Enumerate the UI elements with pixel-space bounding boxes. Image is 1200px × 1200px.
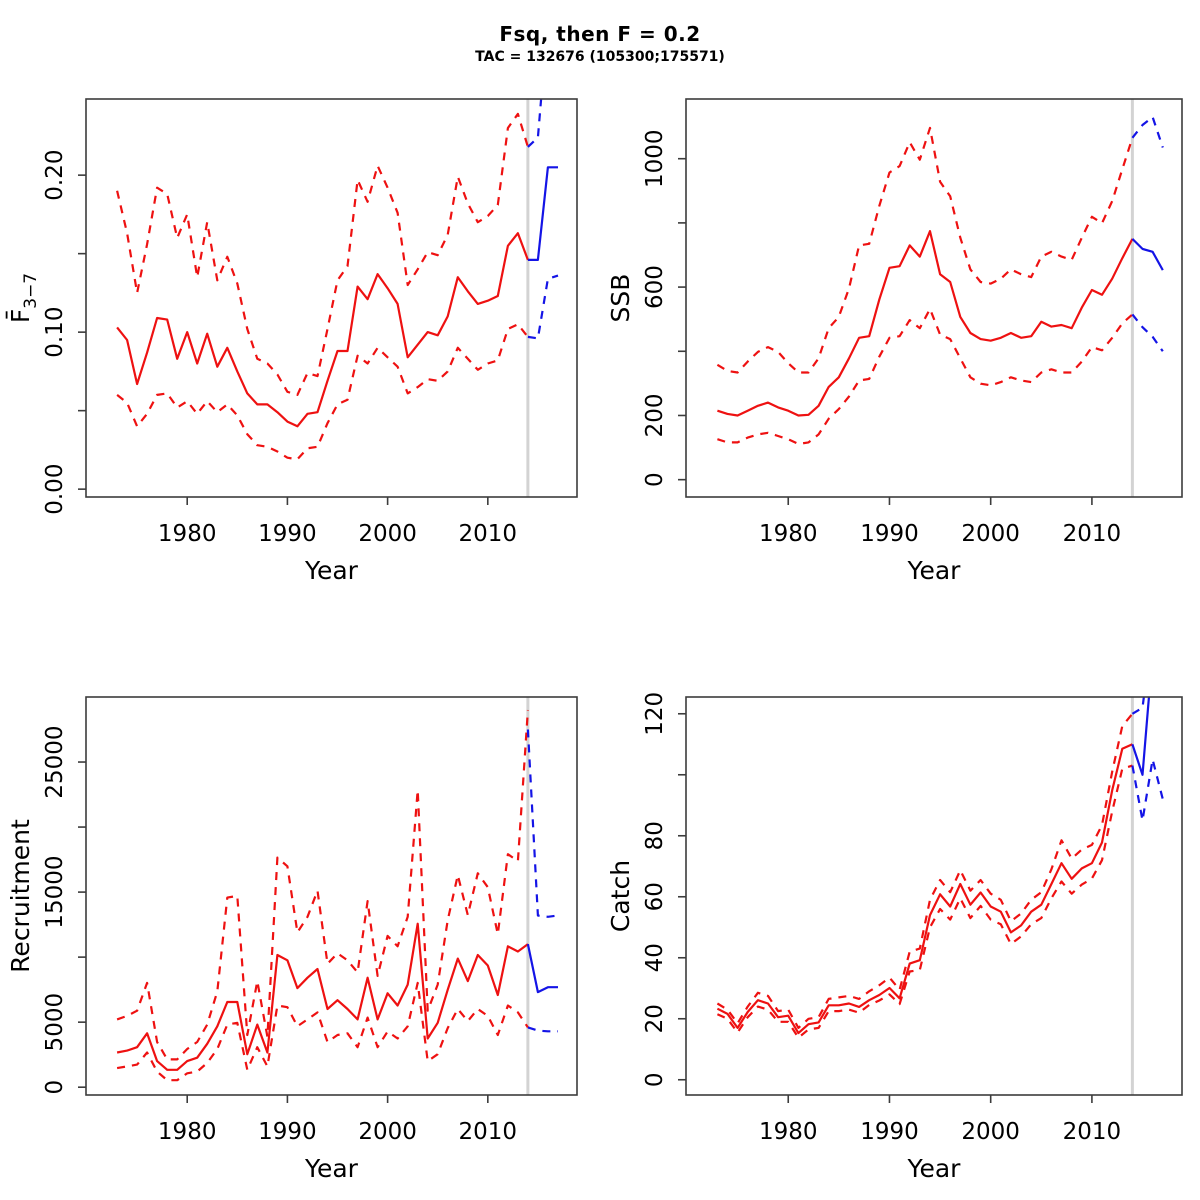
recruitment-y-axis-title: Recruitment: [6, 819, 35, 973]
fbar-y-axis-title: F̄3−7: [5, 273, 41, 323]
panel-catch: 1980 1990 2000 2010 0 20 40 60 80 120 Year Catch: [606, 692, 1183, 1183]
fbar-historic-lower-ci-line: [116, 323, 529, 461]
recruitment-x-tick-label: 1980: [158, 1119, 217, 1145]
ssb-x-tick-label: 1980: [759, 521, 818, 547]
recruitment-projection-upper-ci-line: [526, 729, 559, 918]
fbar-y-tick-label: 0.20: [42, 150, 68, 201]
recruitment-x-tick-label: 1990: [258, 1119, 317, 1145]
catch-y-tick-label: 120: [642, 692, 668, 736]
panel-fbar: 1980 1990 2000 2010 0.00 0.10 0.20 Year F̄3−7: [5, 98, 578, 585]
recruitment-y-tick-label: 0: [42, 1080, 68, 1095]
catch-historic-lower-ci-line: [716, 764, 1133, 1039]
figure-subtitle: TAC = 132676 (105300;175571): [475, 49, 725, 65]
catch-plot-frame: [685, 696, 1183, 1096]
fbar-x-axis-title: Year: [304, 556, 359, 585]
catch-y-tick-label: 80: [642, 821, 668, 850]
panel-ssb: 1980 1990 2000 2010 0 200 600 1000 Year SSB: [606, 98, 1183, 585]
catch-x-tick-label: 1990: [860, 1119, 919, 1145]
fbar-x-tick-label: 1990: [258, 521, 317, 547]
fbar-projection-lower-ci-line: [527, 274, 559, 340]
catch-x-axis-title: Year: [907, 1154, 962, 1183]
catch-projection-lower-ci-line: [1131, 758, 1164, 822]
ssb-x-tick-label: 2010: [1063, 521, 1122, 547]
fbar-historic-upper-ci-line: [116, 112, 529, 396]
ssb-y-tick-label: 1000: [642, 129, 668, 188]
fbar-historic-median-line: [116, 232, 529, 428]
catch-projection-upper-ci-line: [1131, 697, 1145, 715]
catch-y-tick-label: 0: [642, 1072, 668, 1087]
recruitment-projection-lower-ci-line: [527, 1026, 558, 1033]
ssb-x-tick-label: 2000: [961, 521, 1020, 547]
recruitment-x-tick-label: 2000: [358, 1119, 417, 1145]
catch-y-tick-label: 20: [642, 1004, 668, 1033]
catch-historic-upper-ci-line: [716, 713, 1134, 1030]
ssb-projection-median-line: [1131, 238, 1164, 271]
ssb-historic-lower-ci-line: [717, 307, 1134, 446]
fbar-projection-upper-ci-line: [527, 99, 543, 148]
catch-x-tick-label: 2000: [961, 1119, 1020, 1145]
catch-x-tick-label: 2010: [1063, 1119, 1122, 1145]
catch-x-tick-label: 1980: [759, 1119, 818, 1145]
catch-y-tick-label: 60: [642, 882, 668, 911]
catch-y-tick-label: 40: [642, 943, 668, 972]
fbar-x-tick-label: 2000: [358, 521, 417, 547]
ssb-x-axis-title: Year: [907, 556, 962, 585]
ssb-plot-frame: [685, 98, 1183, 498]
ssb-historic-median-line: [717, 230, 1134, 417]
ssb-y-tick-label: 200: [642, 394, 668, 438]
fbar-y-tick-label: 0.10: [42, 307, 68, 358]
ssb-y-tick-label: 0: [642, 472, 668, 487]
ssb-x-tick-label: 1990: [860, 521, 919, 547]
ssb-y-axis-title: SSB: [606, 274, 635, 323]
ssb-projection-lower-ci-line: [1131, 313, 1164, 352]
panel-recruitment: 1980 1990 2000 2010 0 5000 15000 25000 Year Recru…: [6, 696, 578, 1183]
catch-historic-median-line: [716, 743, 1133, 1035]
fbar-x-tick-label: 2010: [459, 521, 518, 547]
fbar-x-tick-label: 1980: [158, 521, 217, 547]
catch-projection-median-line: [1131, 697, 1151, 776]
recruitment-y-tick-label: 5000: [42, 993, 68, 1052]
recruitment-plot-frame: [85, 696, 578, 1096]
recruitment-historic-upper-ci-line: [116, 709, 529, 1061]
fbar-projection-median-line: [527, 166, 558, 261]
figure-title: Fsq, then F = 0.2: [499, 22, 701, 46]
recruitment-x-axis-title: Year: [304, 1154, 359, 1183]
recruitment-projection-median-line: [526, 943, 558, 994]
recruitment-historic-median-line: [116, 922, 529, 1071]
ssb-historic-upper-ci-line: [716, 126, 1134, 374]
recruitment-y-tick-label: 25000: [42, 725, 68, 798]
recruitment-x-tick-label: 2010: [459, 1119, 518, 1145]
fbar-y-tick-label: 0.00: [42, 464, 68, 515]
recruitment-historic-lower-ci-line: [116, 981, 529, 1082]
fbar-plot-frame: [85, 98, 578, 498]
recruitment-y-tick-label: 15000: [42, 856, 68, 929]
catch-y-axis-title: Catch: [606, 860, 635, 932]
ssb-y-tick-label: 600: [642, 265, 668, 309]
ssb-projection-upper-ci-line: [1131, 115, 1164, 148]
